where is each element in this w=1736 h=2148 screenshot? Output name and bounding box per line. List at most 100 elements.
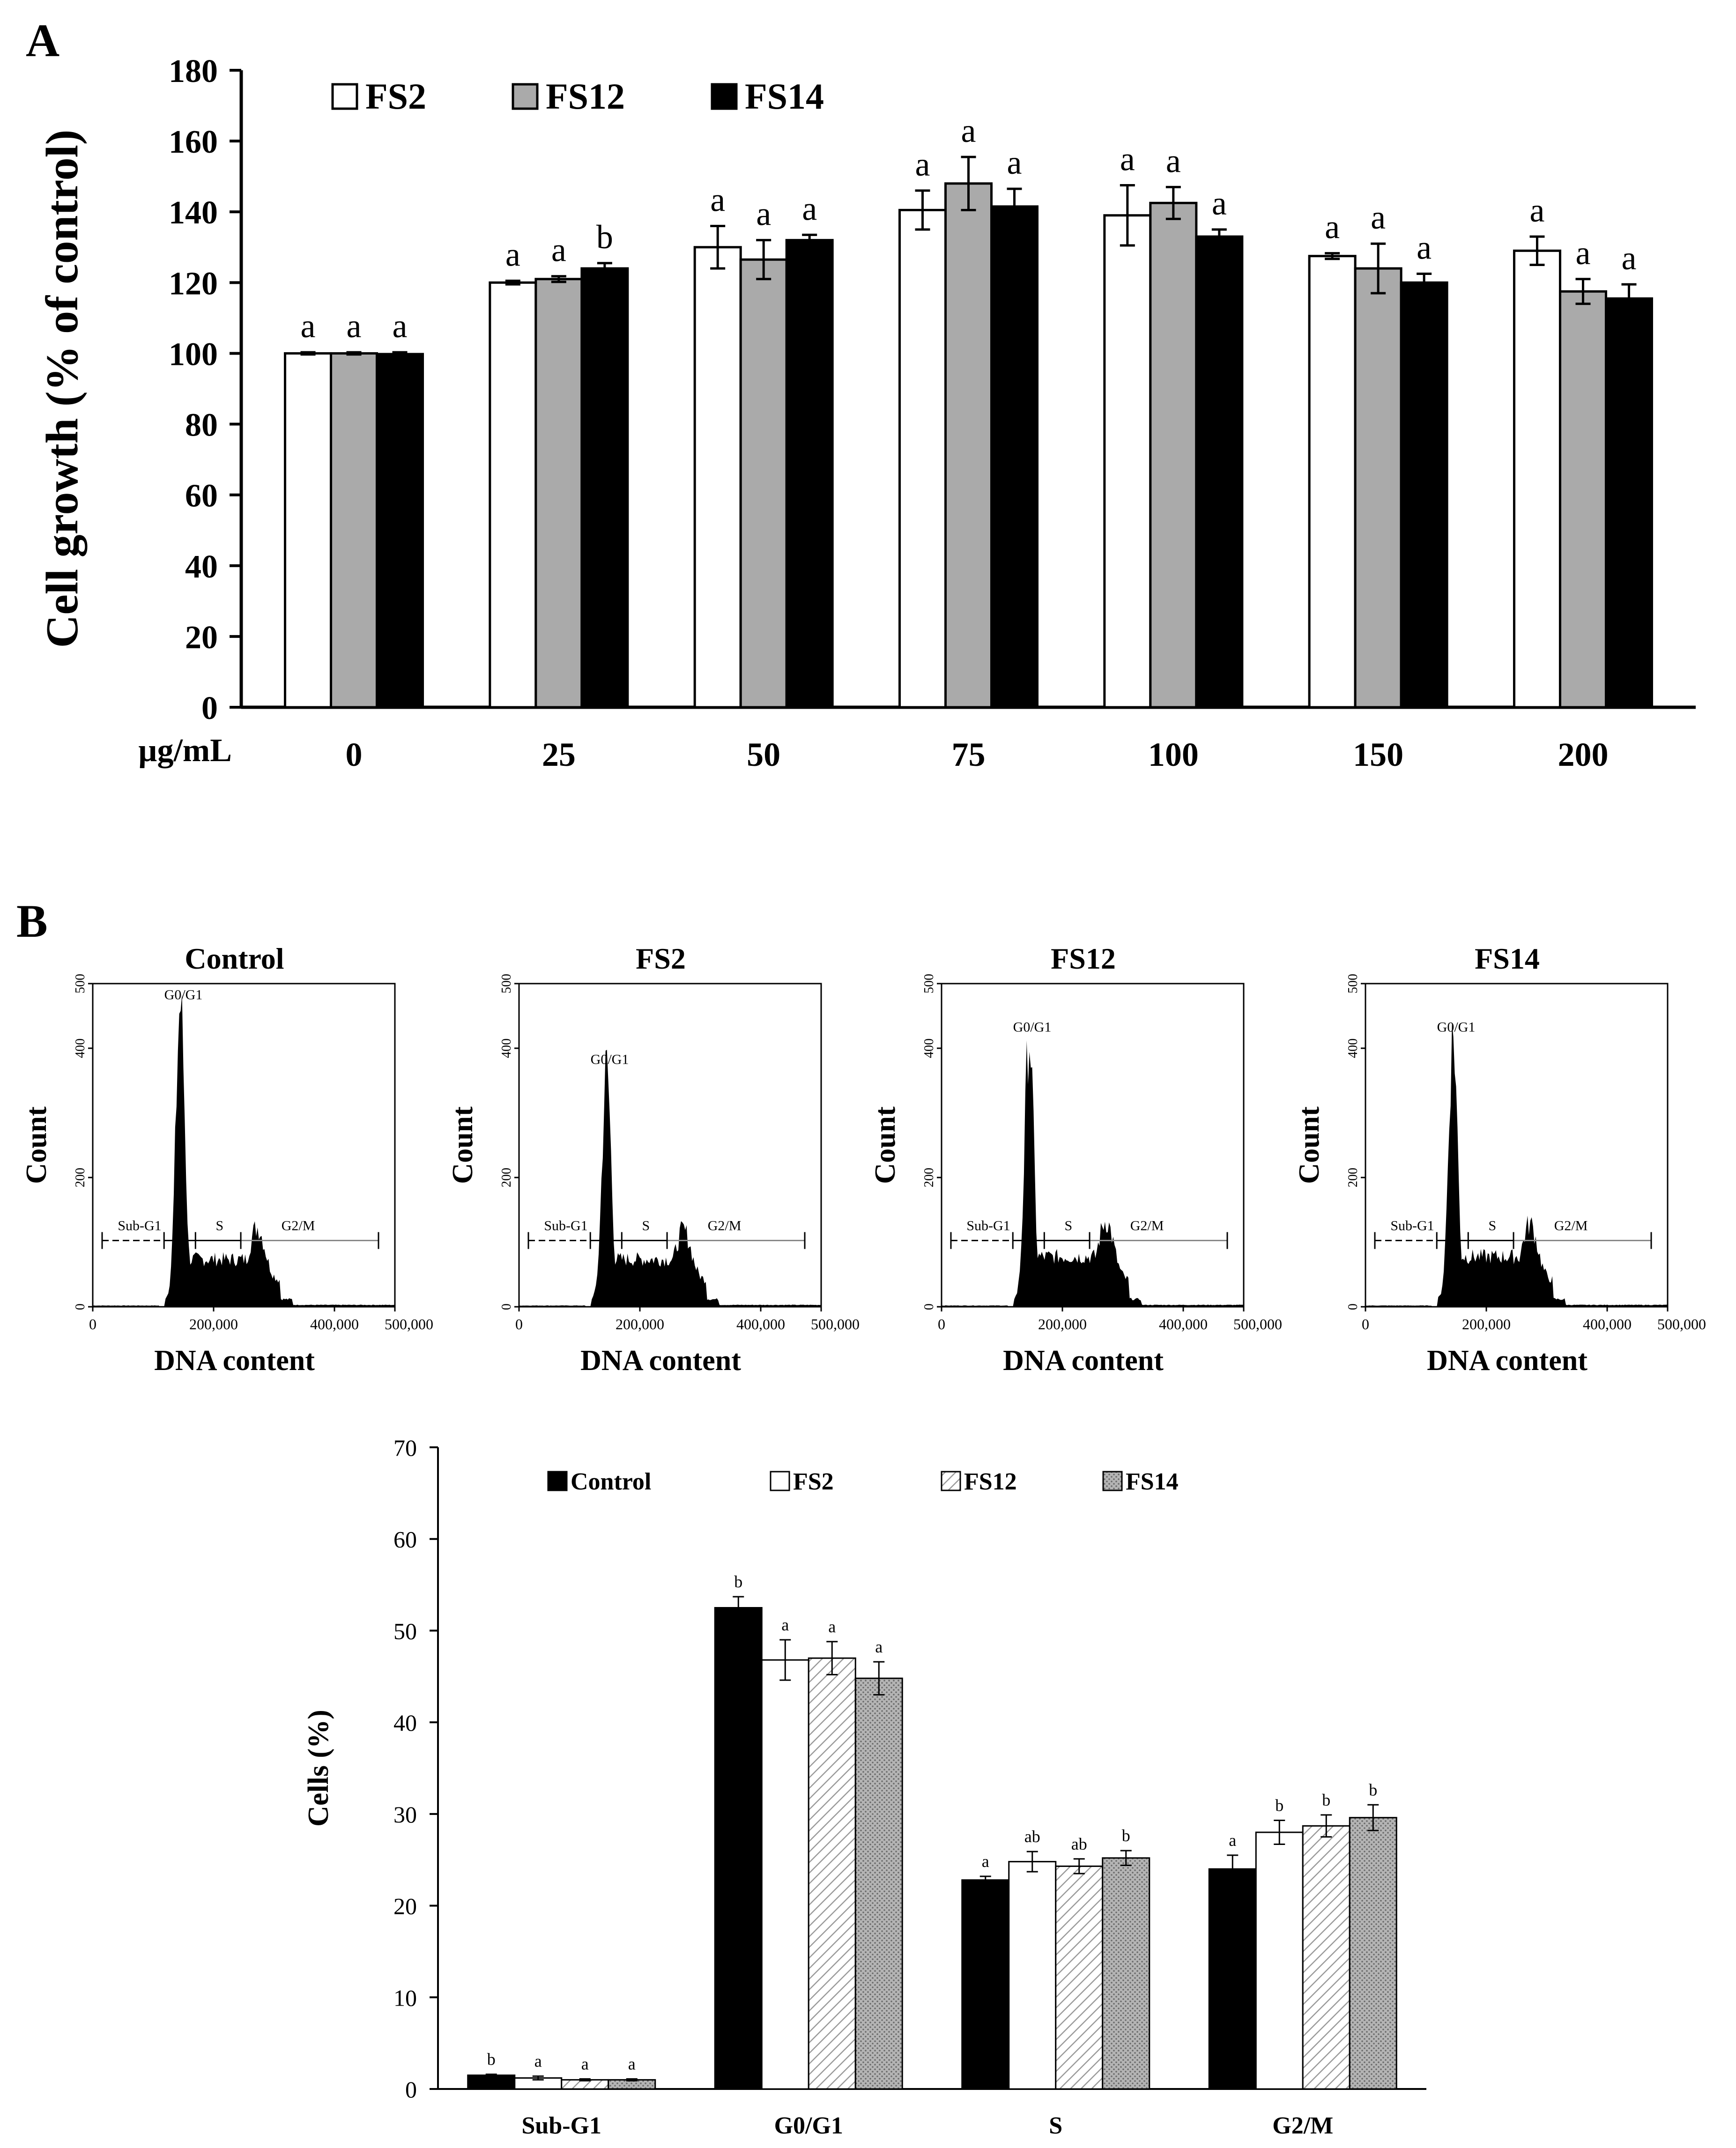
y-tick-label: 500 bbox=[922, 974, 936, 993]
bar bbox=[739, 258, 788, 709]
bar bbox=[1103, 214, 1152, 709]
significance-letter: a bbox=[781, 1615, 789, 1634]
chart-a: 0 20 40 60 80 100 120 140 160 180 Cell growth (% o… bbox=[37, 53, 1696, 773]
bar bbox=[534, 278, 583, 709]
significance-letter: a bbox=[915, 146, 930, 183]
histogram-title: FS12 bbox=[1051, 942, 1116, 975]
y-tick-label: 160 bbox=[169, 124, 218, 160]
significance-letter: a bbox=[551, 231, 566, 269]
bar bbox=[330, 352, 378, 709]
x-tick-label: 500,000 bbox=[385, 1316, 433, 1333]
y-axis-label: Count bbox=[1293, 1106, 1325, 1184]
bar bbox=[944, 182, 993, 709]
x-axis-label: DNA content bbox=[1427, 1345, 1588, 1377]
y-tick-label: 20 bbox=[393, 1893, 417, 1919]
gate-label-sub-g1: Sub-G1 bbox=[118, 1218, 161, 1234]
significance-letter: b bbox=[1275, 1796, 1283, 1815]
y-tick-label: 10 bbox=[393, 1985, 417, 2011]
bar bbox=[1195, 235, 1244, 709]
bar bbox=[808, 1657, 856, 2090]
y-tick-label: 40 bbox=[393, 1710, 417, 1736]
y-tick-label: 200 bbox=[73, 1168, 88, 1187]
x-tick-label: 200,000 bbox=[189, 1316, 238, 1333]
bar bbox=[785, 239, 834, 709]
y-tick-label: 500 bbox=[73, 974, 88, 993]
gate-label-s: S bbox=[642, 1218, 650, 1234]
legend-swatch bbox=[711, 83, 738, 110]
significance-letter: a bbox=[534, 2052, 542, 2071]
y-tick-label: 400 bbox=[1346, 1038, 1360, 1058]
significance-letter: a bbox=[756, 195, 771, 233]
significance-letter: b bbox=[487, 2050, 496, 2069]
gate-label-g2m: G2/M bbox=[1130, 1218, 1164, 1234]
gate-label-s: S bbox=[216, 1218, 224, 1234]
significance-letter: a bbox=[1229, 1831, 1236, 1850]
significance-letter: a bbox=[1120, 141, 1135, 178]
x-tick-label: 200,000 bbox=[1462, 1316, 1511, 1333]
histogram-panel: FS2 0 200 400 500 0 200,000 400,000 500,000 Count… bbox=[447, 942, 860, 1377]
y-tick-label: 50 bbox=[393, 1618, 417, 1644]
bar bbox=[1102, 1857, 1150, 2090]
legend-swatch bbox=[1102, 1471, 1123, 1491]
x-tick-label: 200,000 bbox=[616, 1316, 664, 1333]
bar bbox=[1354, 267, 1402, 709]
legend-label: FS2 bbox=[793, 1468, 834, 1495]
significance-letter: a bbox=[628, 2054, 636, 2073]
bar bbox=[1558, 290, 1607, 709]
histogram-title: FS14 bbox=[1475, 942, 1540, 975]
bar bbox=[1055, 1865, 1104, 2090]
significance-letter: b bbox=[1122, 1826, 1130, 1845]
y-tick-label: 0 bbox=[405, 2076, 417, 2103]
significance-letter: a bbox=[347, 307, 362, 345]
histogram-title: FS2 bbox=[636, 942, 686, 975]
x-tick-label: Sub-G1 bbox=[521, 2112, 601, 2139]
significance-letter: a bbox=[875, 1637, 883, 1656]
x-axis-label: DNA content bbox=[154, 1345, 315, 1377]
y-axis-label: Count bbox=[21, 1106, 52, 1184]
gate-label-sub-g1: Sub-G1 bbox=[544, 1218, 587, 1234]
legend-swatch bbox=[331, 83, 358, 110]
y-axis-label: Count bbox=[869, 1106, 901, 1184]
y-tick-label: 180 bbox=[169, 53, 218, 89]
y-tick-label: 0 bbox=[1346, 1304, 1360, 1310]
significance-letter: b bbox=[734, 1572, 742, 1591]
significance-letter: a bbox=[1007, 144, 1022, 181]
gate-label-g0g1: G0/G1 bbox=[164, 987, 203, 1002]
significance-letter: ab bbox=[1024, 1827, 1040, 1846]
significance-letter: a bbox=[581, 2054, 589, 2073]
y-tick-label: 140 bbox=[169, 195, 218, 231]
x-unit-label: µg/mL bbox=[138, 733, 232, 769]
y-tick-label: 400 bbox=[499, 1038, 514, 1058]
x-tick-label: 75 bbox=[952, 736, 986, 773]
bar bbox=[761, 1659, 809, 2090]
bar bbox=[693, 246, 742, 709]
histogram-area bbox=[942, 1040, 1244, 1307]
bar bbox=[1349, 1817, 1397, 2090]
bar bbox=[714, 1607, 763, 2090]
x-tick-label: 500,000 bbox=[811, 1316, 860, 1333]
bar bbox=[854, 1677, 903, 2090]
y-tick-label: 40 bbox=[185, 549, 218, 585]
bar bbox=[489, 281, 537, 709]
significance-letter: a bbox=[393, 307, 408, 345]
bar bbox=[1308, 255, 1357, 709]
y-tick-label: 80 bbox=[185, 407, 218, 444]
bar bbox=[1149, 201, 1198, 709]
bar bbox=[1400, 281, 1448, 709]
bar bbox=[898, 208, 947, 709]
x-tick-label: 200,000 bbox=[1038, 1316, 1087, 1333]
x-tick-label: 150 bbox=[1353, 736, 1403, 773]
significance-letter: a bbox=[1575, 234, 1590, 272]
x-tick-label: 25 bbox=[542, 736, 576, 773]
y-axis-label: Count bbox=[447, 1106, 479, 1184]
significance-letter: a bbox=[301, 307, 316, 345]
y-tick-label: 200 bbox=[499, 1168, 514, 1187]
significance-letter: b bbox=[596, 218, 613, 256]
significance-letter: a bbox=[828, 1617, 836, 1636]
y-tick-label: 60 bbox=[393, 1526, 417, 1553]
significance-letter: b bbox=[1369, 1780, 1377, 1799]
legend-label: FS14 bbox=[1126, 1468, 1179, 1495]
y-tick-label: 30 bbox=[393, 1801, 417, 1828]
x-tick-label: 0 bbox=[938, 1316, 945, 1333]
